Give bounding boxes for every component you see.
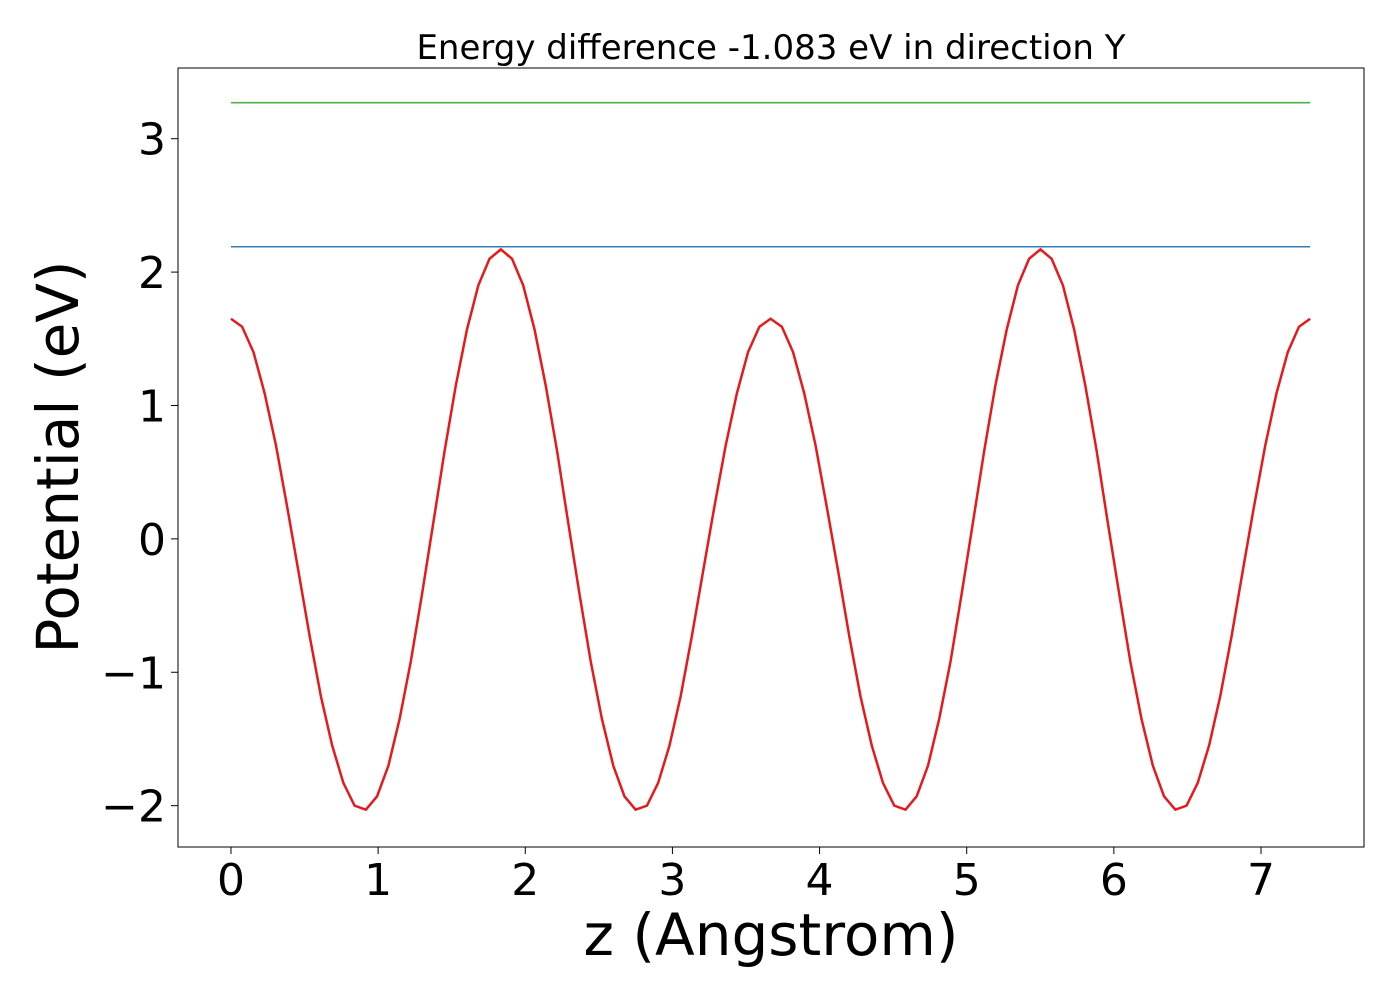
x-tick-label: 6 — [1100, 855, 1128, 906]
y-tick-label: 3 — [138, 115, 166, 166]
x-tick-label: 4 — [806, 855, 834, 906]
plot-frame — [177, 67, 1365, 848]
x-tick-label: 7 — [1247, 855, 1275, 906]
y-axis-label: Potential (eV) — [24, 260, 92, 653]
x-tick-label: 1 — [364, 855, 392, 906]
y-tick-label: 0 — [138, 515, 166, 566]
x-tick-label: 0 — [217, 855, 245, 906]
y-tick-label: 2 — [138, 248, 166, 299]
x-tick-label: 2 — [511, 855, 539, 906]
x-tick-label: 3 — [658, 855, 686, 906]
chart-title: Energy difference -1.083 eV in direction… — [416, 28, 1125, 68]
y-tick-label: −1 — [101, 648, 166, 699]
x-tick-label: 5 — [953, 855, 981, 906]
y-tick-label: 1 — [138, 381, 166, 432]
line-series — [230, 247, 1311, 812]
y-tick-label: −2 — [101, 782, 166, 833]
x-axis-label: z (Angstrom) — [584, 901, 959, 969]
